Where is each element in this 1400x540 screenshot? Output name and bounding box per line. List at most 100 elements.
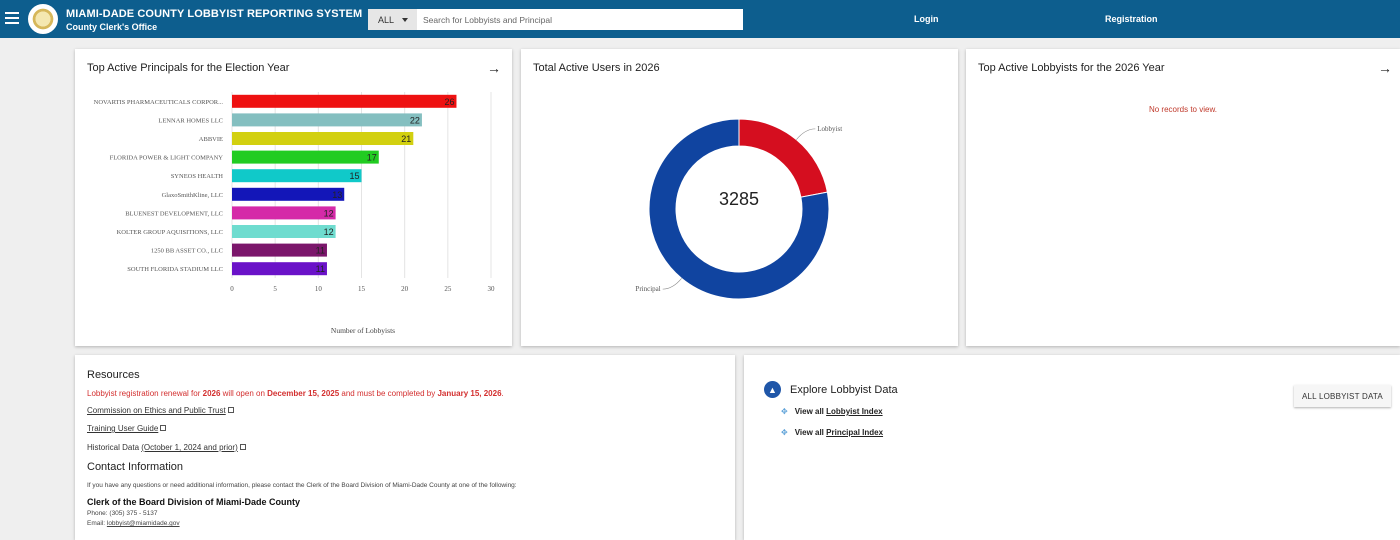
donut-slice[interactable] <box>738 118 828 198</box>
donut-slice-label: Principal <box>635 285 660 293</box>
email-label: Email: <box>87 520 107 527</box>
historical-data-link[interactable]: (October 1, 2024 and prior) <box>141 443 238 452</box>
category-label: FLORIDA POWER & LIGHT COMPANY <box>110 155 224 162</box>
category-label: LENNAR HOMES LLC <box>158 117 223 124</box>
bar[interactable] <box>232 94 457 108</box>
move-icon: ✥ <box>781 407 788 416</box>
bar[interactable] <box>232 169 362 183</box>
users-card: Total Active Users in 2026 Lobbyist Princ… <box>521 49 958 346</box>
email-link[interactable]: lobbyist@miamidade.gov <box>106 520 180 527</box>
notice-text: and must be completed by <box>339 389 438 398</box>
category-label: SOUTH FLORIDA STADIUM LLC <box>127 266 223 273</box>
no-records-message: No records to view. <box>1148 105 1218 114</box>
bar-value-label: 11 <box>316 246 325 256</box>
bar[interactable] <box>232 187 345 201</box>
x-tick-label: 30 <box>488 285 496 293</box>
caret-down-icon <box>402 17 409 22</box>
phone-number: Phone: (305) 375 - 5137 <box>87 510 158 517</box>
donut-center-total: 3285 <box>719 189 759 209</box>
bar-value-label: 12 <box>324 208 334 218</box>
principals-bar-chart: 26 22 21 17 15 13 12 12 11 11 NOVARTIS PHARMACEUT… <box>94 92 496 335</box>
external-link-icon <box>227 407 234 413</box>
bar[interactable] <box>232 113 422 127</box>
registration-link[interactable]: Registration <box>1105 14 1158 24</box>
ethics-link-label: Commission on Ethics and Public Trust <box>87 406 226 415</box>
leader-line <box>796 128 816 140</box>
category-label: NOVARTIS PHARMACEUTICALS CORPOR... <box>94 99 224 106</box>
county-seal-logo[interactable] <box>28 4 58 34</box>
bar-value-label: 13 <box>332 190 342 200</box>
x-tick-label: 5 <box>273 285 277 293</box>
principal-index-label: Principal Index <box>826 428 884 437</box>
principals-card-title: Top Active Principals for the Election Y… <box>87 62 290 74</box>
ethics-link[interactable]: Commission on Ethics and Public Trust <box>87 406 234 415</box>
users-donut-chart: Lobbyist Principal 3285 <box>635 118 842 300</box>
principals-card: Top Active Principals for the Election Y… <box>75 49 512 346</box>
contact-text: If you have any questions or need additi… <box>87 482 517 489</box>
notice-text: Lobbyist registration renewal for <box>87 389 203 398</box>
training-guide-link[interactable]: Training User Guide <box>87 424 167 433</box>
all-lobbyist-data-button[interactable]: ALL LOBBYIST DATA <box>1294 385 1391 407</box>
bar[interactable] <box>232 150 379 164</box>
site-title: MIAMI-DADE COUNTY LOBBYIST REPORTING SYS… <box>66 8 363 20</box>
search-scope-dropdown[interactable]: ALL <box>368 9 417 30</box>
donut-slice-label: Lobbyist <box>817 125 842 133</box>
category-label: GlaxoSmithKline, LLC <box>162 192 223 199</box>
search-input[interactable] <box>417 9 743 30</box>
clerk-name: Clerk of the Board Division of Miami-Dad… <box>87 497 301 507</box>
top-header: MIAMI-DADE COUNTY LOBBYIST REPORTING SYS… <box>0 0 1400 38</box>
bar-value-label: 11 <box>316 264 325 274</box>
search-bar: ALL <box>368 9 743 30</box>
leader-line <box>662 278 682 290</box>
bar-value-label: 15 <box>349 171 359 181</box>
bar-value-label: 26 <box>444 97 454 107</box>
view-all-label: View all <box>794 428 827 437</box>
users-card-title: Total Active Users in 2026 <box>533 62 660 74</box>
bar-value-label: 17 <box>367 153 377 163</box>
x-axis-title: Number of Lobbyists <box>331 326 395 335</box>
notice-text: will open on <box>220 389 268 398</box>
resources-card: Resources Lobbyist registration renewal … <box>75 355 735 540</box>
category-label: SYNEOS HEALTH <box>171 173 224 180</box>
x-tick-label: 10 <box>315 285 323 293</box>
x-tick-label: 0 <box>230 285 234 293</box>
bar-value-label: 21 <box>401 134 411 144</box>
view-principal-index-link[interactable]: ✥ View all Principal Index <box>781 428 883 437</box>
renewal-notice: Lobbyist registration renewal for 2026 w… <box>87 389 504 398</box>
contact-heading: Contact Information <box>87 461 183 473</box>
bar[interactable] <box>232 225 336 238</box>
site-subtitle: County Clerk's Office <box>66 22 158 32</box>
lobbyists-card-title: Top Active Lobbyists for the 2026 Year <box>978 62 1165 74</box>
arrow-right-icon[interactable]: → <box>1378 60 1392 76</box>
view-all-label: View all <box>794 407 827 416</box>
view-lobbyist-index-link[interactable]: ✥ View all Lobbyist Index <box>781 407 883 416</box>
notice-close-date: January 15, 2026 <box>437 389 502 398</box>
login-link[interactable]: Login <box>914 14 939 24</box>
external-link-icon <box>239 444 246 450</box>
x-tick-label: 20 <box>401 285 409 293</box>
category-label: ABBVIE <box>199 136 223 143</box>
x-tick-label: 15 <box>358 285 366 293</box>
bar[interactable] <box>232 206 336 220</box>
training-guide-label: Training User Guide <box>87 424 159 433</box>
category-label: 1250 BB ASSET CO., LLC <box>151 248 223 255</box>
lobbyist-index-label: Lobbyist Index <box>826 407 883 416</box>
bar[interactable] <box>232 262 327 276</box>
hamburger-menu-icon[interactable] <box>5 12 19 26</box>
bar[interactable] <box>232 243 327 257</box>
search-scope-value: ALL <box>378 14 395 25</box>
historical-data: Historical Data (October 1, 2024 and pri… <box>87 443 246 452</box>
arrow-right-icon[interactable]: → <box>487 60 501 76</box>
bar[interactable] <box>232 132 414 145</box>
donut-slice[interactable] <box>648 118 830 300</box>
category-label: BLUENEST DEVELOPMENT, LLC <box>125 210 223 217</box>
thumbs-up-icon: ▲ <box>764 381 781 398</box>
notice-open-date: December 15, 2025 <box>267 389 340 398</box>
move-icon: ✥ <box>781 428 788 437</box>
explore-card: ▲ Explore Lobbyist Data ✥ View all Lobbyi… <box>744 355 1400 540</box>
notice-year: 2026 <box>202 389 221 398</box>
category-label: KOLTER GROUP AQUISITIONS, LLC <box>117 229 223 236</box>
email-line: Email: lobbyist@miamidade.gov <box>87 520 180 527</box>
resources-heading: Resources <box>87 369 140 381</box>
bar-value-label: 22 <box>410 115 420 125</box>
